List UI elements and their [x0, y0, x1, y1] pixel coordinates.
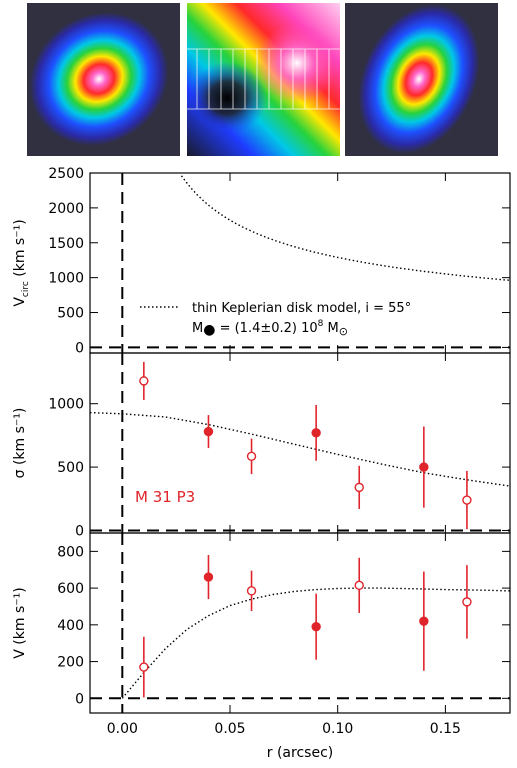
legend-model-label: thin Keplerian disk model, i = 55°	[192, 301, 411, 316]
data-point-filled	[203, 426, 214, 437]
velocity-field-map	[187, 3, 340, 156]
y-tick-label: 400	[57, 618, 84, 634]
y-tick-label: 600	[57, 581, 84, 597]
x-tick-label: 0.00	[107, 721, 138, 737]
panel-vcirc-ylabel-unit: (km s⁻¹)	[12, 219, 28, 276]
panel-sigma-axis: 0 500 1000	[48, 353, 510, 539]
data-point-open	[354, 580, 364, 591]
data-point-open	[462, 597, 472, 607]
y-tick-label: 0	[75, 523, 84, 539]
data-point-open	[354, 482, 364, 493]
panel-velocity: 0 200 400 600 800 0.00 0.05 0.10 0.15 V (km s⁻¹)…	[12, 532, 511, 761]
data-point-open	[246, 586, 257, 596]
y-tick-label: 0	[75, 340, 84, 356]
legend-bh-mass: M● = (1.4±0.2) 108 M⊙	[192, 319, 348, 338]
panel-vcirc: 0 500 1000 1500 2000 2500 thin Keplerian disk…	[12, 166, 511, 356]
panel-vcirc-ylabel-subscript: circ	[21, 281, 31, 297]
data-point-filled	[419, 462, 429, 472]
panel-sigma-ylabel: σ (km s⁻¹)	[12, 408, 28, 479]
legend-bh-mass-value: = (1.4±0.2) 10	[215, 321, 317, 336]
panel-velocity-ylabel: V (km s⁻¹)	[12, 587, 28, 658]
panel-sigma-frame	[89, 352, 511, 534]
y-tick-label: 1000	[48, 397, 84, 413]
y-tick-label: 2500	[48, 166, 84, 182]
x-tick-label: 0.10	[322, 721, 353, 737]
panel-vcirc-axis: 0 500 1000 1500 2000 2500	[48, 166, 510, 356]
velocity-data-points	[139, 555, 472, 698]
data-point-open	[139, 376, 149, 386]
data-point-open	[246, 451, 257, 462]
legend-bh-exponent: 8	[318, 319, 324, 329]
y-tick-label: 0	[75, 691, 84, 707]
panel-velocity-ylabel-unit: (km s⁻¹)	[12, 587, 28, 644]
data-point-filled	[419, 616, 429, 626]
keplerian-model-curve	[180, 175, 509, 281]
velocity-dispersion-map	[27, 3, 180, 156]
sigma-data-points	[139, 361, 472, 530]
panel-sigma-ylabel-unit: (km s⁻¹)	[12, 408, 28, 465]
galaxy-annotation: M 31 P3	[135, 488, 195, 506]
y-tick-label: 2000	[48, 201, 84, 217]
legend-bh-subscript: ●	[203, 322, 215, 338]
y-tick-label: 1000	[48, 271, 84, 287]
legend-bh-unit: M	[323, 321, 338, 336]
x-axis-label: r (arcsec)	[267, 745, 333, 761]
sigma-model-curve	[89, 411, 511, 487]
panel-sigma: 0 500 1000 M 31 P3 σ (km s⁻¹)	[12, 352, 511, 539]
y-tick-label: 200	[57, 655, 84, 671]
panel-velocity-ylabel-symbol: V	[12, 649, 28, 659]
legend-sun-subscript: ⊙	[339, 325, 348, 338]
intensity-map	[345, 3, 498, 156]
y-tick-label: 500	[57, 460, 84, 476]
data-point-open	[139, 662, 149, 672]
panel-sigma-ylabel-symbol: σ	[12, 469, 28, 478]
legend-bh-mass-symbol: M	[192, 321, 203, 336]
x-tick-label: 0.05	[214, 721, 245, 737]
x-tick-label: 0.15	[430, 721, 461, 737]
data-point-filled	[311, 428, 321, 438]
panel-velocity-axis: 0 200 400 600 800 0.00 0.05 0.10 0.15	[57, 533, 510, 737]
panel-vcirc-ylabel: Vcirc (km s⁻¹)	[12, 219, 31, 306]
data-point-open	[462, 495, 472, 505]
data-point-filled	[203, 572, 214, 582]
y-tick-label: 1500	[48, 236, 84, 252]
data-point-filled	[311, 621, 321, 632]
panel-vcirc-ylabel-symbol: V	[12, 297, 28, 307]
velocity-model-curve	[121, 587, 511, 699]
y-tick-label: 800	[57, 544, 84, 560]
y-tick-label: 500	[57, 306, 84, 322]
panel-velocity-frame	[89, 532, 511, 714]
